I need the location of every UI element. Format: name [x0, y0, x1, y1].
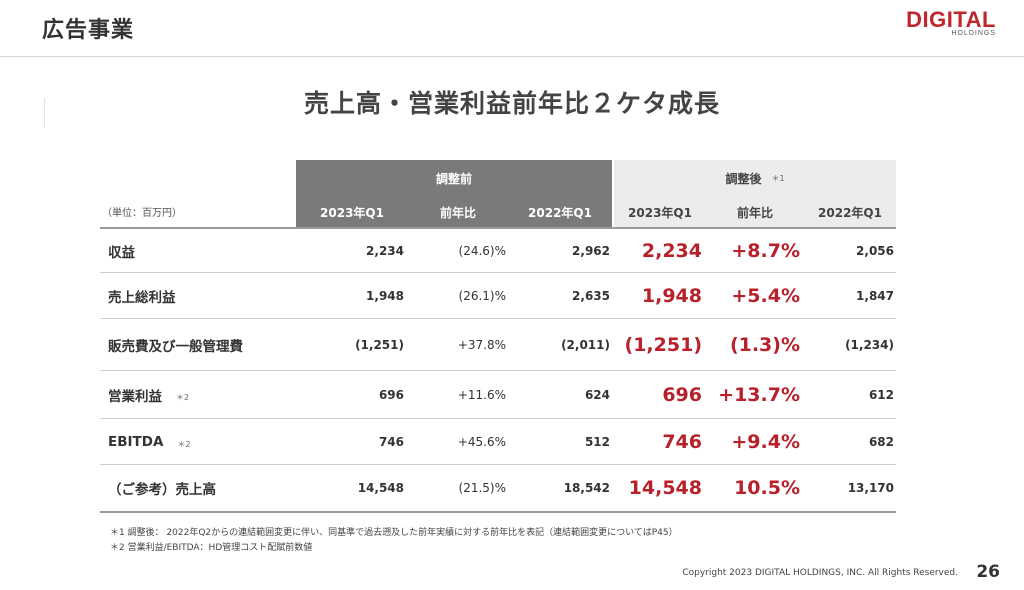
- after-yoy-value: 10.5%: [734, 477, 800, 499]
- column-header-before-2022q1: 2022年Q1: [508, 197, 612, 227]
- after-yoy-value: +9.4%: [731, 430, 800, 453]
- table-row-sga: 販売費及び一般管理費 (1,251) +37.8% (2,011) (1,251…: [100, 319, 896, 371]
- before-2022q1-value: 18,542: [563, 481, 610, 495]
- before-2023q1-value: 696: [378, 387, 404, 402]
- before-yoy-value: (21.5)%: [458, 481, 506, 495]
- group-header-before: 調整前: [296, 160, 612, 197]
- after-yoy-value: (1.3)%: [729, 333, 800, 356]
- after-2022q1-value: 682: [868, 434, 894, 449]
- before-yoy-value: +37.8%: [457, 337, 506, 352]
- row-label: 営業利益 ＊2: [108, 388, 190, 405]
- column-header-after-2022q1: 2022年Q1: [804, 197, 896, 227]
- after-2022q1-value: (1,234): [845, 337, 894, 352]
- logo-wordmark: DIGITAL: [906, 7, 996, 32]
- after-2022q1-value: 13,170: [847, 481, 894, 495]
- after-2023q1-value: 696: [662, 383, 702, 406]
- before-yoy-value: (24.6)%: [458, 243, 506, 258]
- after-2023q1-value: 746: [662, 430, 702, 453]
- before-2022q1-value: 2,962: [572, 243, 610, 258]
- group-before-label: 調整前: [435, 172, 472, 186]
- decorative-line: [44, 98, 45, 128]
- column-header-before-yoy: 前年比: [408, 197, 508, 227]
- table-row-reference-sales: （ご参考）売上高 14,548 (21.5)% 18,542 14,548 10…: [100, 465, 896, 513]
- group-after-label: 調整後: [725, 172, 762, 186]
- after-yoy-value: +5.4%: [731, 284, 800, 307]
- after-2023q1-value: (1,251): [624, 333, 702, 356]
- after-2023q1-value: 14,548: [628, 477, 702, 499]
- row-label: 販売費及び一般管理費: [108, 338, 243, 355]
- company-logo: DIGITAL HOLDINGS: [896, 7, 996, 38]
- footnotes: ＊1 調整後： 2022年Q2からの連結範囲変更に伴い、同基準で過去遡及した前年…: [110, 526, 678, 556]
- after-yoy-value: +13.7%: [718, 383, 800, 406]
- row-label: 売上総利益: [108, 289, 176, 306]
- logo-subtitle: HOLDINGS: [951, 30, 996, 37]
- before-yoy-value: (26.1)%: [458, 288, 506, 303]
- after-yoy-value: +8.7%: [731, 239, 800, 262]
- before-2023q1-value: 14,548: [357, 481, 404, 495]
- before-yoy-value: +11.6%: [457, 387, 506, 402]
- before-2023q1-value: 1,948: [366, 288, 404, 303]
- copyright: Copyright 2023 DIGITAL HOLDINGS, INC. Al…: [682, 568, 958, 578]
- group-after-footnote-mark: ＊1: [771, 174, 785, 183]
- row-label: 収益: [108, 244, 135, 261]
- before-2023q1-value: 746: [378, 434, 404, 449]
- section-title: 広告事業: [42, 18, 135, 43]
- before-2022q1-value: (2,011): [561, 337, 610, 352]
- page-number: 26: [976, 562, 1000, 582]
- before-2022q1-value: 512: [584, 434, 610, 449]
- before-2022q1-value: 2,635: [572, 288, 610, 303]
- row-label: （ご参考）売上高: [108, 482, 216, 498]
- group-header-after: 調整後 ＊1: [614, 160, 896, 197]
- column-header-before-2023q1: 2023年Q1: [296, 197, 408, 227]
- row-label: EBITDA ＊2: [108, 433, 191, 450]
- before-2023q1-value: (1,251): [355, 337, 404, 352]
- table-row-gross-profit: 売上総利益 1,948 (26.1)% 2,635 1,948 +5.4% 1,…: [100, 273, 896, 319]
- page-header: 広告事業 DIGITAL HOLDINGS: [0, 0, 1024, 54]
- after-2022q1-value: 612: [868, 387, 894, 402]
- header-rule: [100, 227, 896, 229]
- header-divider: [0, 56, 1024, 57]
- before-2022q1-value: 624: [584, 387, 610, 402]
- footnote-1: ＊1 調整後： 2022年Q2からの連結範囲変更に伴い、同基準で過去遡及した前年…: [110, 528, 678, 538]
- table-row-revenue: 収益 2,234 (24.6)% 2,962 2,234 +8.7% 2,056: [100, 229, 896, 273]
- headline: 売上高・営業利益前年比２ケタ成長: [303, 89, 720, 118]
- before-2023q1-value: 2,234: [366, 243, 404, 258]
- unit-label: （単位：百万円）: [102, 208, 182, 219]
- footnote-2: ＊2 営業利益/EBITDA：HD管理コスト配賦前数値: [110, 543, 313, 553]
- after-2023q1-value: 1,948: [641, 284, 702, 307]
- after-2023q1-value: 2,234: [641, 239, 702, 262]
- column-header-after-yoy: 前年比: [706, 197, 804, 227]
- column-header-after-2023q1: 2023年Q1: [614, 197, 706, 227]
- before-yoy-value: +45.6%: [457, 434, 506, 449]
- table-row-operating-profit: 営業利益 ＊2 696 +11.6% 624 696 +13.7% 612: [100, 371, 896, 419]
- after-2022q1-value: 1,847: [856, 288, 894, 303]
- table-row-ebitda: EBITDA ＊2 746 +45.6% 512 746 +9.4% 682: [100, 419, 896, 465]
- after-2022q1-value: 2,056: [856, 243, 894, 258]
